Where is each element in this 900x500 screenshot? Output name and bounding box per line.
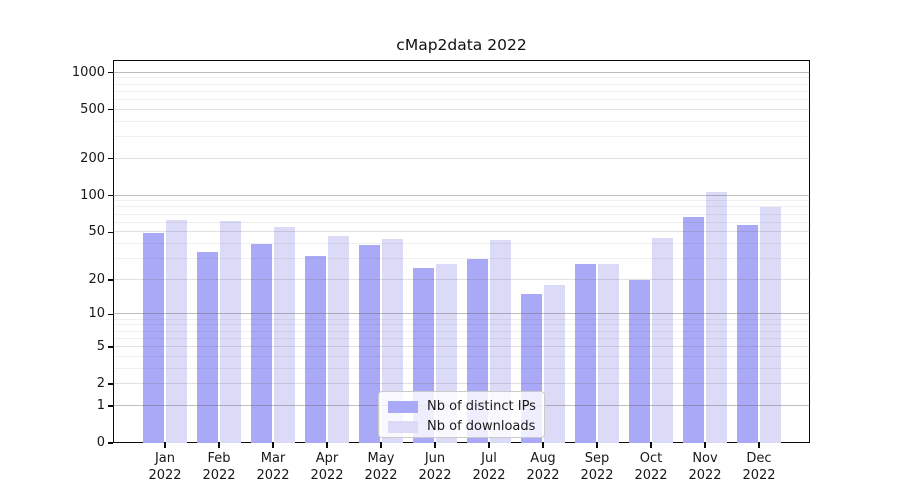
x-tick-label-sep: Sep 2022 xyxy=(580,451,614,483)
x-tick-mark-apr xyxy=(326,443,328,448)
bar-downloads-feb xyxy=(219,220,241,443)
y-tick-label-200: 200 xyxy=(80,150,105,166)
x-tick-label-jan: Jan 2022 xyxy=(148,451,182,483)
y-tick-label-2: 2 xyxy=(96,376,105,392)
bar-downloads-oct xyxy=(651,237,673,443)
y-tick-mark-5 xyxy=(107,346,113,348)
plot-area xyxy=(113,60,810,443)
bar-distinct-ips-mar xyxy=(251,244,273,443)
y-tick-mark-2 xyxy=(107,383,113,385)
y-tick-label-20: 20 xyxy=(88,271,105,287)
y-tick-label-100: 100 xyxy=(80,187,105,203)
legend-item-distinct-ips: Nb of distinct IPs xyxy=(388,398,536,415)
y-tick-mark-200 xyxy=(107,158,113,160)
x-tick-mark-dec xyxy=(758,443,760,448)
bar-distinct-ips-sep xyxy=(575,264,597,443)
y-tick-mark-1 xyxy=(107,405,113,407)
y-tick-mark-20 xyxy=(107,279,113,281)
legend-swatch-downloads xyxy=(388,420,418,433)
x-tick-label-oct: Oct 2022 xyxy=(634,451,668,483)
x-tick-mark-oct xyxy=(650,443,652,448)
x-tick-mark-aug xyxy=(542,443,544,448)
bar-distinct-ips-oct xyxy=(629,279,651,443)
legend-label-distinct-ips: Nb of distinct IPs xyxy=(427,399,536,414)
y-tick-label-50: 50 xyxy=(88,224,105,240)
y-tick-label-0: 0 xyxy=(96,435,105,450)
x-tick-mark-nov xyxy=(704,443,706,448)
x-tick-label-apr: Apr 2022 xyxy=(310,451,344,483)
x-tick-mark-jul xyxy=(488,443,490,448)
y-tick-mark-10 xyxy=(107,313,113,316)
y-tick-label-500: 500 xyxy=(80,101,105,117)
x-tick-label-jul: Jul 2022 xyxy=(472,451,506,483)
y-tick-mark-500 xyxy=(107,109,113,111)
bars-layer xyxy=(113,60,810,443)
legend-item-downloads: Nb of downloads xyxy=(388,418,535,435)
x-tick-label-dec: Dec 2022 xyxy=(742,451,776,483)
bar-distinct-ips-apr xyxy=(305,255,327,443)
y-tick-mark-0 xyxy=(107,442,113,444)
bar-downloads-apr xyxy=(327,235,349,443)
bar-distinct-ips-nov xyxy=(683,216,705,443)
x-tick-mark-may xyxy=(380,443,382,448)
y-tick-label-1: 1 xyxy=(96,397,105,413)
bar-downloads-sep xyxy=(597,264,619,443)
bar-downloads-mar xyxy=(273,227,295,443)
x-tick-label-aug: Aug 2022 xyxy=(526,451,560,483)
y-tick-label-10: 10 xyxy=(88,306,105,322)
x-tick-label-mar: Mar 2022 xyxy=(256,451,290,483)
x-tick-mark-sep xyxy=(596,443,598,448)
x-tick-mark-mar xyxy=(272,443,274,448)
x-tick-mark-feb xyxy=(218,443,220,448)
x-tick-label-jun: Jun 2022 xyxy=(418,451,452,483)
bar-downloads-nov xyxy=(705,191,727,443)
y-tick-mark-100 xyxy=(107,194,113,197)
bar-downloads-dec xyxy=(759,206,781,443)
bar-downloads-jan xyxy=(165,220,187,443)
legend-swatch-distinct-ips xyxy=(388,400,418,413)
legend: Nb of distinct IPs Nb of downloads xyxy=(378,391,545,438)
y-tick-mark-1000 xyxy=(107,71,113,74)
bar-distinct-ips-dec xyxy=(737,225,759,443)
bar-downloads-aug xyxy=(543,285,565,443)
bar-distinct-ips-may xyxy=(359,245,381,443)
legend-label-downloads: Nb of downloads xyxy=(427,419,536,434)
y-tick-label-1000: 1000 xyxy=(71,64,105,80)
x-tick-label-may: May 2022 xyxy=(364,451,398,483)
x-tick-label-nov: Nov 2022 xyxy=(688,451,722,483)
x-tick-label-feb: Feb 2022 xyxy=(202,451,236,483)
x-tick-mark-jun xyxy=(434,443,436,448)
bar-distinct-ips-jan xyxy=(143,233,165,443)
x-tick-mark-jan xyxy=(164,443,166,448)
y-tick-mark-50 xyxy=(107,231,113,233)
bar-distinct-ips-feb xyxy=(197,252,219,443)
chart-title: cMap2data 2022 xyxy=(396,36,527,54)
y-tick-label-5: 5 xyxy=(96,338,105,354)
